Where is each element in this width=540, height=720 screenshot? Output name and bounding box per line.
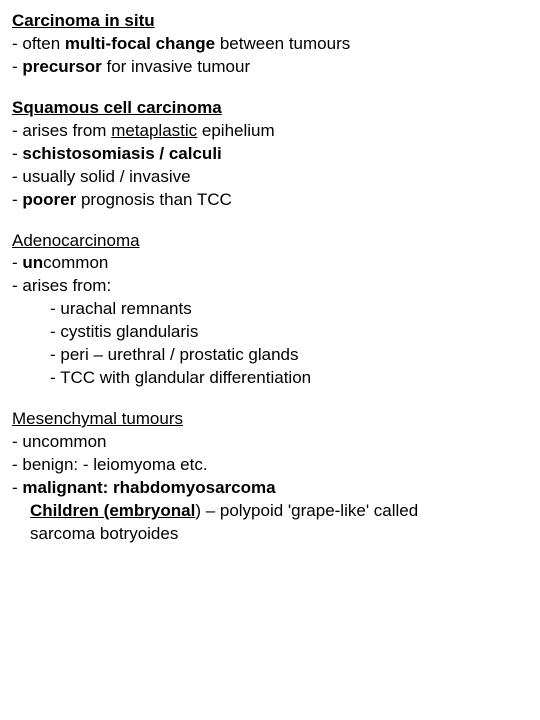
- t: multi-focal change: [65, 34, 215, 53]
- t: - arises from: [12, 121, 111, 140]
- heading-cis: Carcinoma in situ: [12, 10, 528, 33]
- t: poorer: [22, 190, 76, 209]
- adeno-sub-2: - cystitis glandularis: [12, 321, 528, 344]
- heading-text: Carcinoma in situ: [12, 11, 155, 30]
- cis-line-1: - often multi-focal change between tumou…: [12, 33, 528, 56]
- section-mesenchymal: Mesenchymal tumours - uncommon - benign:…: [12, 408, 528, 546]
- t: ) – polypoid 'grape-like' called: [195, 501, 418, 520]
- t: between tumours: [215, 34, 350, 53]
- heading-scc: Squamous cell carcinoma: [12, 97, 528, 120]
- t: -: [12, 253, 22, 272]
- heading-mesenchymal: Mesenchymal tumours: [12, 408, 528, 431]
- heading-text: Mesenchymal tumours: [12, 409, 183, 428]
- heading-text: Adenocarcinoma: [12, 231, 140, 250]
- t: malignant: rhabdomyosarcoma: [22, 478, 275, 497]
- scc-line-4: - poorer prognosis than TCC: [12, 189, 528, 212]
- t: -: [12, 478, 22, 497]
- mes-line-2: - benign: - leiomyoma etc.: [12, 454, 528, 477]
- adeno-sub-4: - TCC with glandular differentiation: [12, 367, 528, 390]
- t: schistosomiasis / calculi: [22, 144, 221, 163]
- heading-text: Squamous cell carcinoma: [12, 98, 222, 117]
- t: epihelium: [197, 121, 275, 140]
- t: -: [12, 144, 22, 163]
- mes-line-4: Children (embryonal) – polypoid 'grape-l…: [12, 500, 528, 523]
- t: Children (embryonal: [30, 501, 195, 520]
- mes-line-3: - malignant: rhabdomyosarcoma: [12, 477, 528, 500]
- t: prognosis than TCC: [76, 190, 232, 209]
- t: -: [12, 190, 22, 209]
- section-squamous: Squamous cell carcinoma - arises from me…: [12, 97, 528, 212]
- t: un: [22, 253, 43, 272]
- cis-line-2: - precursor for invasive tumour: [12, 56, 528, 79]
- scc-line-3: - usually solid / invasive: [12, 166, 528, 189]
- t: common: [43, 253, 108, 272]
- adeno-line-2: - arises from:: [12, 275, 528, 298]
- section-adenocarcinoma: Adenocarcinoma - uncommon - arises from:…: [12, 230, 528, 391]
- adeno-sub-1: - urachal remnants: [12, 298, 528, 321]
- t: precursor: [22, 57, 101, 76]
- heading-adeno: Adenocarcinoma: [12, 230, 528, 253]
- adeno-sub-3: - peri – urethral / prostatic glands: [12, 344, 528, 367]
- t: metaplastic: [111, 121, 197, 140]
- t: - often: [12, 34, 65, 53]
- adeno-line-1: - uncommon: [12, 252, 528, 275]
- t: -: [12, 57, 22, 76]
- scc-line-1: - arises from metaplastic epihelium: [12, 120, 528, 143]
- t: for invasive tumour: [102, 57, 250, 76]
- section-carcinoma-in-situ: Carcinoma in situ - often multi-focal ch…: [12, 10, 528, 79]
- scc-line-2: - schistosomiasis / calculi: [12, 143, 528, 166]
- mes-line-5: sarcoma botryoides: [12, 523, 528, 546]
- mes-line-1: - uncommon: [12, 431, 528, 454]
